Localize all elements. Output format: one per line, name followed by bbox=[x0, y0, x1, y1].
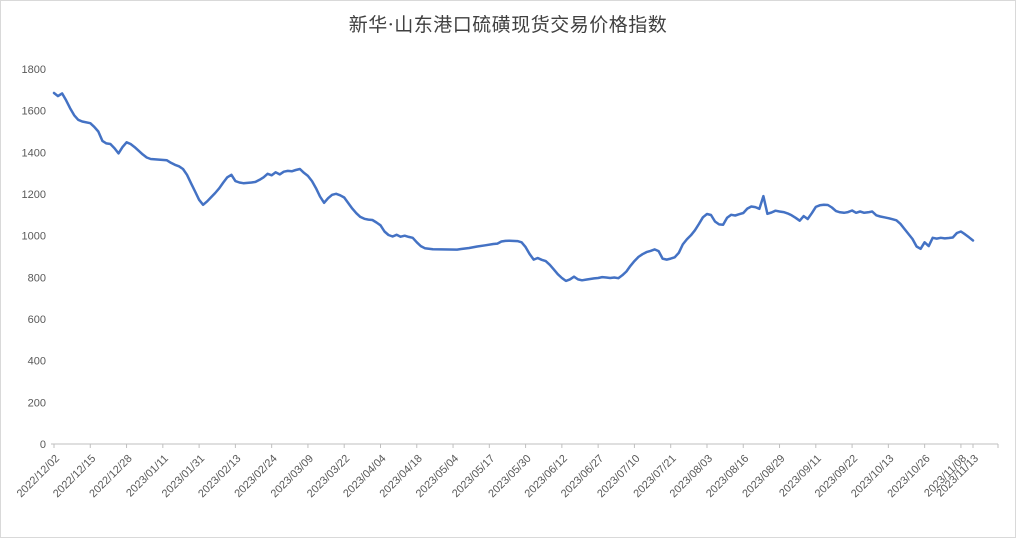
y-axis-labels: 0 200 400 600 800 1000 1200 1400 1600 1800 bbox=[22, 64, 46, 451]
x-axis-ticks bbox=[53, 444, 974, 448]
y-tick-label: 400 bbox=[28, 356, 46, 368]
y-tick-label: 0 bbox=[40, 439, 46, 451]
y-tick-label: 1200 bbox=[22, 189, 46, 201]
chart-title: 新华·山东港口硫磺现货交易价格指数 bbox=[348, 14, 668, 36]
y-tick-label: 200 bbox=[28, 397, 46, 409]
y-tick-label: 1400 bbox=[22, 147, 46, 159]
price-line bbox=[52, 91, 975, 283]
y-tick-label: 1800 bbox=[22, 64, 46, 76]
y-tick-label: 800 bbox=[28, 272, 46, 284]
y-tick-label: 600 bbox=[28, 314, 46, 326]
y-tick-label: 1000 bbox=[22, 231, 46, 243]
y-tick-label: 1600 bbox=[22, 106, 46, 118]
x-axis-labels: 2022/12/022022/12/152022/12/282023/01/11… bbox=[15, 453, 981, 500]
